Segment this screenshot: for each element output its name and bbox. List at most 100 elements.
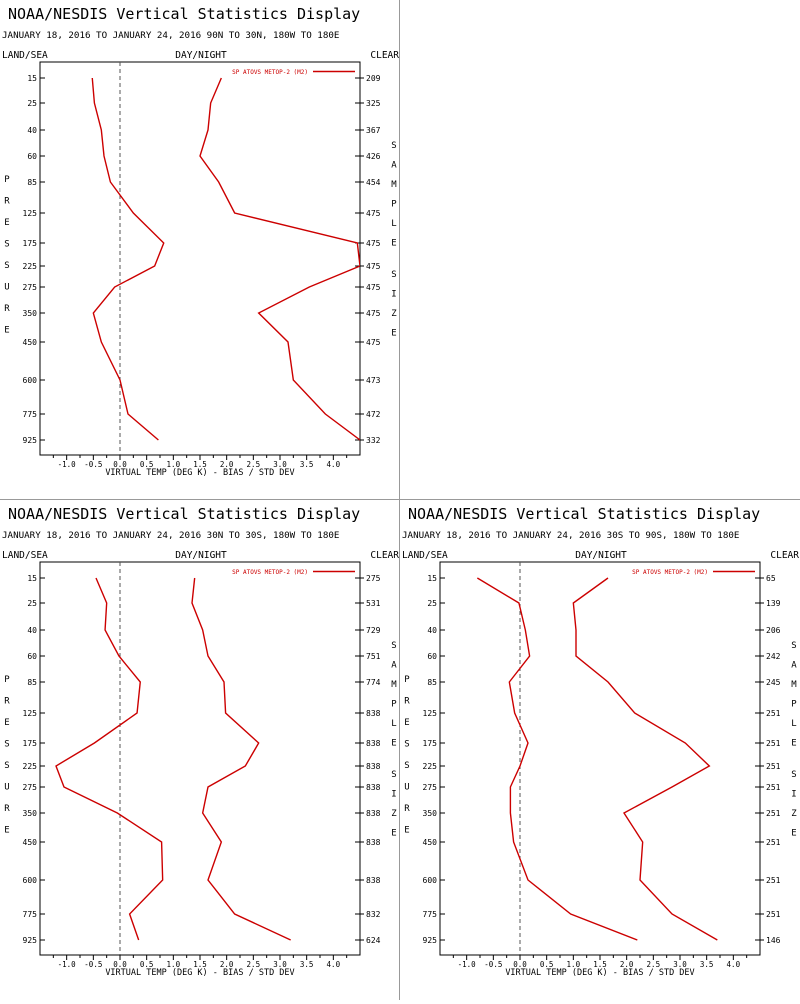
x-tick-label: 3.5 [300,960,314,969]
sample-axis-letter: A [791,661,797,671]
sample-size-label: 472 [366,410,381,419]
sample-size-label: 209 [366,74,381,83]
pressure-axis-letter: U [404,783,409,793]
vertical-stats-chart: NOAA/NESDIS Vertical Statistics Display J… [2,505,399,978]
pressure-axis-letter: P [404,675,410,685]
sample-size-label: 624 [366,936,381,945]
pressure-axis-letter: U [4,283,9,293]
pressure-tick-label: 925 [423,936,438,945]
pressure-tick-label: 925 [23,936,38,945]
panel-subtitle: JANUARY 18, 2016 TO JANUARY 24, 2016 30N… [2,530,339,541]
panel-north: NOAA/NESDIS Vertical Statistics Display J… [0,0,400,500]
x-tick-label: -1.0 [458,960,477,969]
sample-size-label: 454 [366,178,381,187]
x-tick-label: 1.5 [593,960,607,969]
x-tick-label: 3.0 [673,960,687,969]
pressure-tick-label: 350 [23,309,38,318]
x-tick-label: -1.0 [58,460,77,469]
pressure-axis-letter: U [4,783,9,793]
clear-label: CLEAR [770,550,799,561]
pressure-tick-label: 275 [423,783,438,792]
x-tick-label: 1.0 [167,460,181,469]
x-tick-label: 2.0 [220,960,234,969]
sample-size-label: 475 [366,309,381,318]
divider-vertical [399,0,400,1000]
bias-line [55,577,164,941]
sample-axis-letter: S [391,270,396,280]
vertical-stats-chart: NOAA/NESDIS Vertical Statistics Display J… [2,5,399,478]
pressure-tick-label: 25 [427,599,437,608]
sample-axis-letter: Z [391,809,397,819]
pressure-tick-label: 450 [23,338,38,347]
pressure-axis-letter: E [404,718,409,728]
sample-axis-letter: S [391,141,396,151]
sample-size-label: 838 [366,838,381,847]
x-axis-label: VIRTUAL TEMP (DEG K) - BIAS / STD DEV [105,468,294,478]
sample-size-label: 426 [366,152,381,161]
plot-frame [39,61,361,456]
pressure-axis-letter: E [4,326,9,336]
sample-size-label: 531 [366,599,381,608]
sample-size-label: 838 [366,809,381,818]
x-tick-label: 1.5 [193,960,207,969]
bias-line [476,577,638,941]
sample-axis-letter: E [791,739,796,749]
x-tick-label: 0.0 [113,960,127,969]
pressure-tick-label: 125 [23,209,38,218]
pressure-tick-label: 775 [23,910,38,919]
pressure-tick-label: 85 [27,678,37,687]
pressure-tick-label: 85 [427,678,437,687]
pressure-tick-label: 25 [27,599,37,608]
sample-axis-letter: L [791,719,796,729]
sample-size-label: 251 [766,762,781,771]
x-tick-label: -0.5 [84,960,102,969]
pressure-tick-label: 60 [427,652,437,661]
sample-axis-letter: L [391,219,396,229]
pressure-axis-letter: R [4,697,10,707]
x-tick-label: 0.5 [140,460,154,469]
sample-size-label: 251 [766,739,781,748]
pressure-tick-label: 40 [27,626,37,635]
pressure-axis-letter: R [404,804,410,814]
sample-axis-letter: S [791,641,796,651]
sample-axis-letter: S [391,641,396,651]
sample-size-label: 65 [766,574,776,583]
pressure-axis-letter: R [4,304,10,314]
pressure-axis-letter: S [404,740,409,750]
x-axis-label: VIRTUAL TEMP (DEG K) - BIAS / STD DEV [505,968,694,978]
sample-axis-letter: Z [791,809,797,819]
pressure-tick-label: 275 [23,283,38,292]
legend-label: SP ATOVS METOP-2 (M2) [232,569,308,576]
x-tick-label: 1.5 [193,460,207,469]
x-tick-label: 3.0 [273,460,287,469]
sample-axis-letter: L [391,719,396,729]
pressure-tick-label: 225 [423,762,438,771]
pressure-tick-label: 600 [23,876,38,885]
sample-axis-letter: S [391,770,396,780]
sample-size-label: 751 [366,652,381,661]
sample-size-label: 838 [366,762,381,771]
sample-size-label: 838 [366,739,381,748]
sample-axis-letter: I [791,790,796,800]
sample-size-label: 332 [366,436,381,445]
x-tick-label: 1.0 [567,960,581,969]
divider-horizontal [0,499,800,500]
pressure-tick-label: 775 [423,910,438,919]
plot-frame [439,561,761,956]
x-tick-label: 4.0 [327,460,341,469]
pressure-tick-label: 450 [23,838,38,847]
pressure-axis-letter: E [4,718,9,728]
x-tick-label: 0.5 [540,960,554,969]
x-tick-label: 0.0 [513,960,527,969]
sample-size-label: 325 [366,99,381,108]
pressure-axis-letter: S [4,761,9,771]
clear-label: CLEAR [370,50,399,61]
x-tick-label: 2.0 [620,960,634,969]
sample-axis-letter: A [391,661,397,671]
bias-line [91,77,165,441]
sample-size-label: 367 [366,126,381,135]
std-dev-line [199,77,360,441]
sample-size-label: 251 [766,876,781,885]
x-tick-label: 1.0 [167,960,181,969]
sample-axis-letter: E [391,329,396,339]
